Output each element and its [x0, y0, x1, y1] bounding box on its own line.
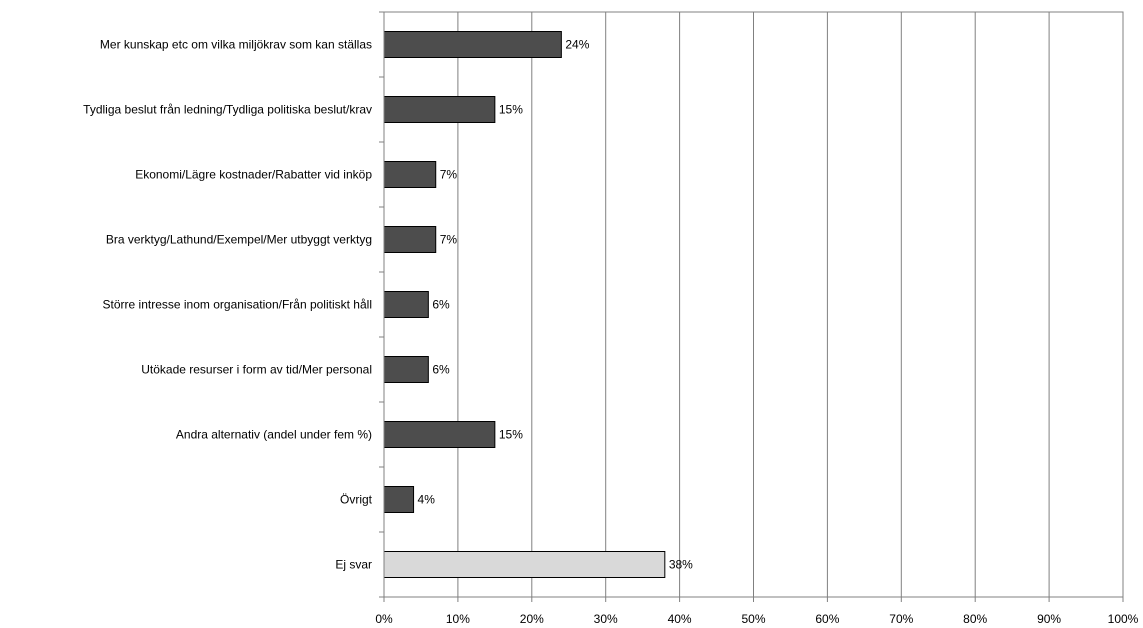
category-label: Större intresse inom organisation/Från p…: [103, 298, 372, 312]
category-label: Tydliga beslut från ledning/Tydliga poli…: [83, 103, 372, 117]
x-tick-label: 20%: [520, 612, 544, 626]
x-axis-ticks: 0% 10% 20% 30% 40% 50% 60% 70% 80% 90% 100%: [375, 597, 1139, 626]
bar: [383, 356, 429, 383]
x-tick-label: 10%: [446, 612, 470, 626]
data-label: 15%: [499, 103, 523, 117]
data-label: 7%: [440, 168, 458, 182]
x-tick-label: 60%: [815, 612, 839, 626]
x-tick-label: 0%: [375, 612, 393, 626]
data-label: 38%: [669, 558, 693, 572]
category-label: Ej svar: [335, 558, 372, 572]
bar: [383, 96, 496, 123]
bar: [383, 161, 437, 188]
x-tick-label: 90%: [1037, 612, 1061, 626]
data-label: 7%: [440, 233, 458, 247]
value-labels: 24% 15% 7% 7% 6% 6% 15% 4% 38%: [418, 38, 694, 572]
x-tick-label: 40%: [668, 612, 692, 626]
data-label: 6%: [432, 298, 450, 312]
bars: [383, 31, 666, 578]
x-tick-label: 100%: [1108, 612, 1139, 626]
data-label: 4%: [418, 493, 436, 507]
x-tick-label: 80%: [963, 612, 987, 626]
bar: [383, 291, 429, 318]
bar: [383, 226, 437, 253]
data-label: 24%: [565, 38, 589, 52]
bar: [383, 31, 562, 58]
bar: [383, 551, 666, 578]
category-label: Bra verktyg/Lathund/Exempel/Mer utbyggt …: [106, 233, 372, 247]
data-label: 15%: [499, 428, 523, 442]
x-tick-label: 70%: [889, 612, 913, 626]
category-label: Ekonomi/Lägre kostnader/Rabatter vid ink…: [135, 168, 372, 182]
bar: [383, 421, 496, 448]
category-label: Mer kunskap etc om vilka miljökrav som k…: [100, 38, 372, 52]
data-label: 6%: [432, 363, 450, 377]
bar: [383, 486, 415, 513]
category-label: Andra alternativ (andel under fem %): [176, 428, 372, 442]
category-label: Övrigt: [340, 493, 373, 507]
x-tick-label: 30%: [594, 612, 618, 626]
x-tick-label: 50%: [741, 612, 765, 626]
category-labels: Mer kunskap etc om vilka miljökrav som k…: [83, 11, 384, 598]
category-label: Utökade resurser i form av tid/Mer perso…: [141, 363, 372, 377]
